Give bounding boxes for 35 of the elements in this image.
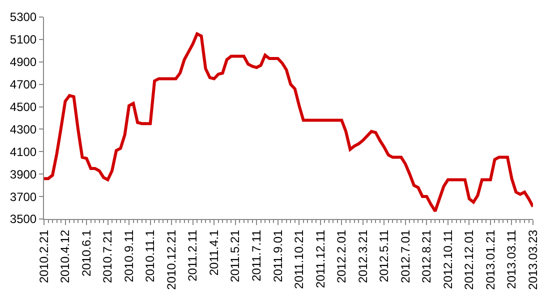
x-tick-label: 2012.8.21 bbox=[420, 229, 434, 284]
x-tick-label: 2011.5.21 bbox=[228, 229, 242, 282]
x-tick-label: 2011.12.11 bbox=[313, 229, 328, 288]
y-tick-label: 4500 bbox=[10, 100, 37, 114]
x-tick-label: 2011.10.21 bbox=[292, 229, 306, 289]
y-tick-label: 4300 bbox=[10, 122, 37, 136]
y-tick-label: 5100 bbox=[10, 32, 37, 47]
y-tick-label: 3900 bbox=[10, 167, 37, 182]
y-tick-label: 4900 bbox=[10, 55, 37, 70]
x-tick-label: 2013.03.11 bbox=[504, 229, 519, 289]
x-tick-label: 2012.3.21 bbox=[356, 229, 370, 284]
y-tick-label: 4100 bbox=[10, 144, 37, 159]
x-tick-label: 2013.03.23 bbox=[526, 229, 540, 290]
x-tick-label: 2011.4.1 bbox=[206, 229, 221, 276]
x-tick-label: 2012.5.11 bbox=[377, 229, 392, 282]
x-tick-label: 2011.2.11 bbox=[186, 229, 200, 282]
x-tick-label: 2012.10.11 bbox=[440, 229, 455, 289]
y-tick-label: 4700 bbox=[10, 78, 37, 92]
x-tick-label: 2010.12.21 bbox=[164, 229, 178, 290]
x-tick-label: 2010.6.1 bbox=[79, 229, 94, 277]
y-tick-label: 3700 bbox=[10, 190, 37, 204]
x-tick-label: 2010.4.12 bbox=[58, 229, 72, 284]
x-tick-label: 2010.11.1 bbox=[143, 229, 158, 282]
x-tick-label: 2010.9.11 bbox=[122, 229, 136, 282]
x-tick-label: 2010.2.21 bbox=[36, 229, 51, 284]
x-tick-label: 2012.12.01 bbox=[462, 229, 476, 290]
y-tick-label: 5300 bbox=[10, 10, 37, 24]
x-tick-label: 2012.7.01 bbox=[398, 229, 412, 284]
y-tick-label: 3500 bbox=[10, 212, 37, 226]
x-tick-label: 2012.2.01 bbox=[334, 229, 349, 284]
line-series bbox=[44, 32, 533, 213]
x-tick-label: 2011.9.01 bbox=[270, 229, 285, 282]
x-tick-label: 2011.7.11 bbox=[250, 229, 264, 282]
x-tick-label: 2010.7.21 bbox=[100, 229, 115, 284]
x-tick-label: 2013.01.21 bbox=[483, 229, 498, 290]
